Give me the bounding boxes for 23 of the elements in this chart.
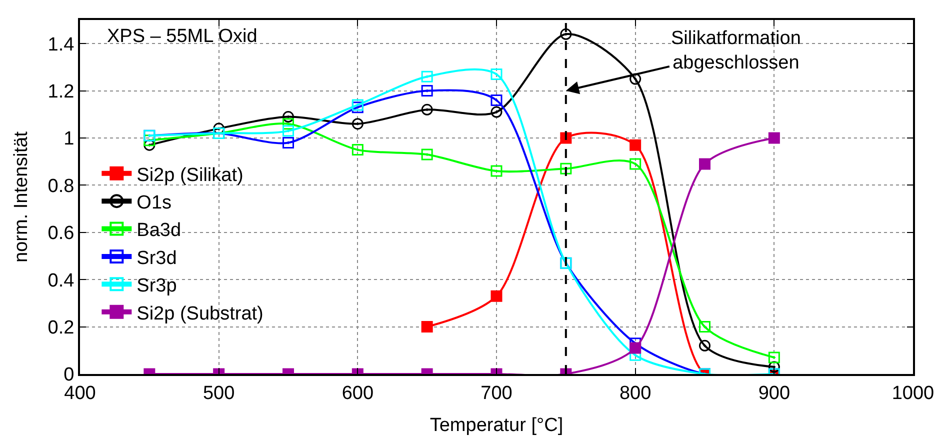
annotation: Silikatformation abgeschlossen <box>671 28 801 74</box>
x-tick-label: 1000 <box>892 382 934 404</box>
legend-label: Si2p (Substrat) <box>136 303 264 324</box>
legend-label: O1s <box>136 192 172 214</box>
x-tick-label: 500 <box>202 382 235 404</box>
y-tick-label: 0.6 <box>48 223 74 244</box>
x-tick-label: 800 <box>619 382 652 404</box>
y-tick-label: 1 <box>64 128 74 150</box>
x-tick-label: 900 <box>758 382 790 404</box>
y-tick-label: 0.4 <box>48 270 75 292</box>
legend-label: Ba3d <box>136 220 182 242</box>
annotation: XPS – 55ML Oxid <box>107 26 258 47</box>
y-tick-label: 1.2 <box>48 81 74 102</box>
y-tick-label: 1.4 <box>48 34 75 56</box>
y-axis-title: norm. Intensität <box>11 130 32 262</box>
x-tick-label: 600 <box>342 382 374 404</box>
legend-label: Si2p (Silikat) <box>136 164 244 186</box>
x-tick-label: 700 <box>480 382 512 404</box>
legend-label: Sr3d <box>136 248 177 269</box>
x-axis-title: Temperatur [°C] <box>430 415 564 436</box>
y-tick-label: 0.8 <box>48 176 74 197</box>
legend-label: Sr3p <box>136 276 177 297</box>
y-tick-label: 0.2 <box>48 317 74 338</box>
